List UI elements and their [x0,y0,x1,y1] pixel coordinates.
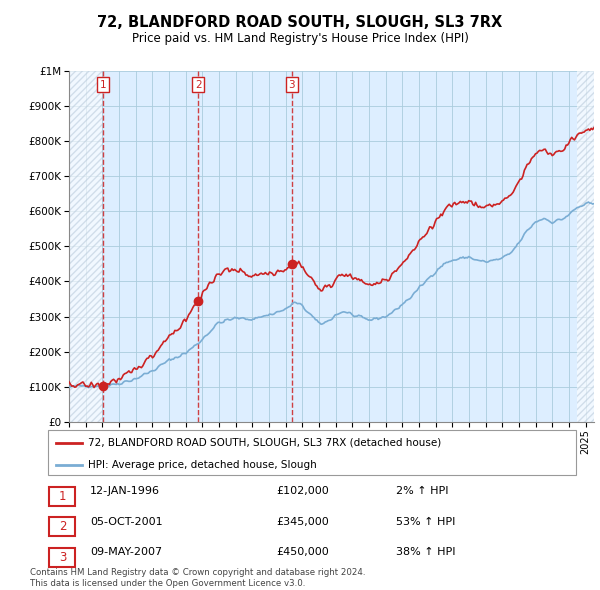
Text: 72, BLANDFORD ROAD SOUTH, SLOUGH, SL3 7RX: 72, BLANDFORD ROAD SOUTH, SLOUGH, SL3 7R… [97,15,503,30]
Text: 1: 1 [100,80,106,90]
Text: £345,000: £345,000 [276,517,329,526]
Text: £102,000: £102,000 [276,486,329,496]
Text: 2: 2 [59,520,66,533]
Text: £450,000: £450,000 [276,548,329,557]
FancyBboxPatch shape [49,487,76,506]
Text: Price paid vs. HM Land Registry's House Price Index (HPI): Price paid vs. HM Land Registry's House … [131,32,469,45]
Text: 09-MAY-2007: 09-MAY-2007 [90,548,162,557]
Text: 1: 1 [59,490,66,503]
Text: 3: 3 [59,551,66,564]
Text: Contains HM Land Registry data © Crown copyright and database right 2024.
This d: Contains HM Land Registry data © Crown c… [30,568,365,588]
Text: 38% ↑ HPI: 38% ↑ HPI [396,548,455,557]
Text: HPI: Average price, detached house, Slough: HPI: Average price, detached house, Slou… [88,460,316,470]
Text: 3: 3 [289,80,295,90]
FancyBboxPatch shape [49,517,76,536]
FancyBboxPatch shape [48,430,576,475]
Text: 2% ↑ HPI: 2% ↑ HPI [396,486,448,496]
FancyBboxPatch shape [49,548,76,567]
Bar [577,71,594,422]
Text: 2: 2 [195,80,202,90]
Bar [69,71,103,422]
Text: 12-JAN-1996: 12-JAN-1996 [90,486,160,496]
Text: 53% ↑ HPI: 53% ↑ HPI [396,517,455,526]
Text: 72, BLANDFORD ROAD SOUTH, SLOUGH, SL3 7RX (detached house): 72, BLANDFORD ROAD SOUTH, SLOUGH, SL3 7R… [88,438,441,448]
Text: 05-OCT-2001: 05-OCT-2001 [90,517,163,526]
